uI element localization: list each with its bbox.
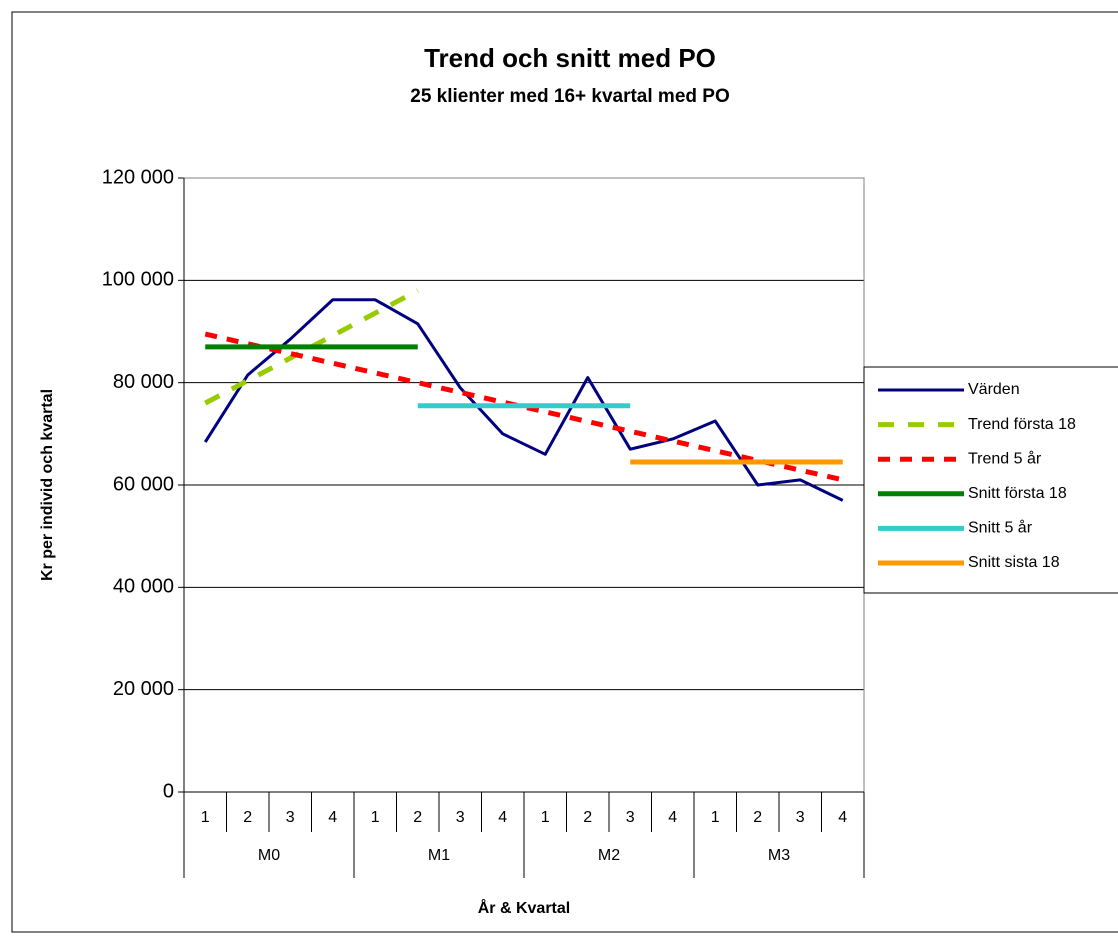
x-tick-label: 2 [583, 809, 592, 826]
y-tick-label: 100 000 [102, 269, 174, 291]
x-tick-label: 3 [456, 809, 465, 826]
x-tick-label: 4 [498, 809, 507, 826]
legend-label: Värden [968, 381, 1020, 398]
y-tick-label: 60 000 [113, 473, 174, 495]
x-tick-label: 3 [796, 809, 805, 826]
x-group-label: M2 [598, 847, 620, 864]
x-tick-label: 3 [286, 809, 295, 826]
legend-label: Snitt sista 18 [968, 554, 1060, 571]
x-tick-label: 1 [711, 809, 720, 826]
y-tick-label: 40 000 [113, 576, 174, 598]
x-tick-label: 2 [413, 809, 422, 826]
x-tick-label: 4 [668, 809, 677, 826]
x-axis-label: År & Kvartal [478, 898, 570, 917]
y-tick-label: 0 [163, 780, 174, 802]
legend-label: Trend 5 år [968, 449, 1042, 467]
legend-label: Snitt första 18 [968, 485, 1067, 502]
chart-subtitle: 25 klienter med 16+ kvartal med PO [410, 86, 729, 107]
y-tick-label: 120 000 [102, 166, 174, 188]
x-tick-label: 2 [243, 809, 252, 826]
x-tick-label: 4 [328, 809, 337, 826]
x-tick-label: 2 [753, 809, 762, 826]
x-group-label: M1 [428, 847, 450, 864]
x-tick-label: 1 [201, 809, 210, 826]
y-tick-label: 20 000 [113, 678, 174, 700]
x-tick-label: 3 [626, 809, 635, 826]
y-tick-label: 80 000 [113, 371, 174, 393]
legend-label: Trend första 18 [968, 416, 1076, 433]
legend-label: Snitt 5 år [968, 519, 1033, 537]
legend-box [863, 366, 1118, 594]
x-tick-label: 1 [371, 809, 380, 826]
x-group-label: M0 [258, 847, 280, 864]
series-line [203, 298, 844, 502]
y-axis-label: Kr per individ och kvartal [39, 389, 56, 581]
chart-title: Trend och snitt med PO [424, 43, 716, 73]
x-tick-label: 4 [838, 809, 847, 826]
x-group-label: M3 [768, 847, 790, 864]
x-tick-label: 1 [541, 809, 550, 826]
